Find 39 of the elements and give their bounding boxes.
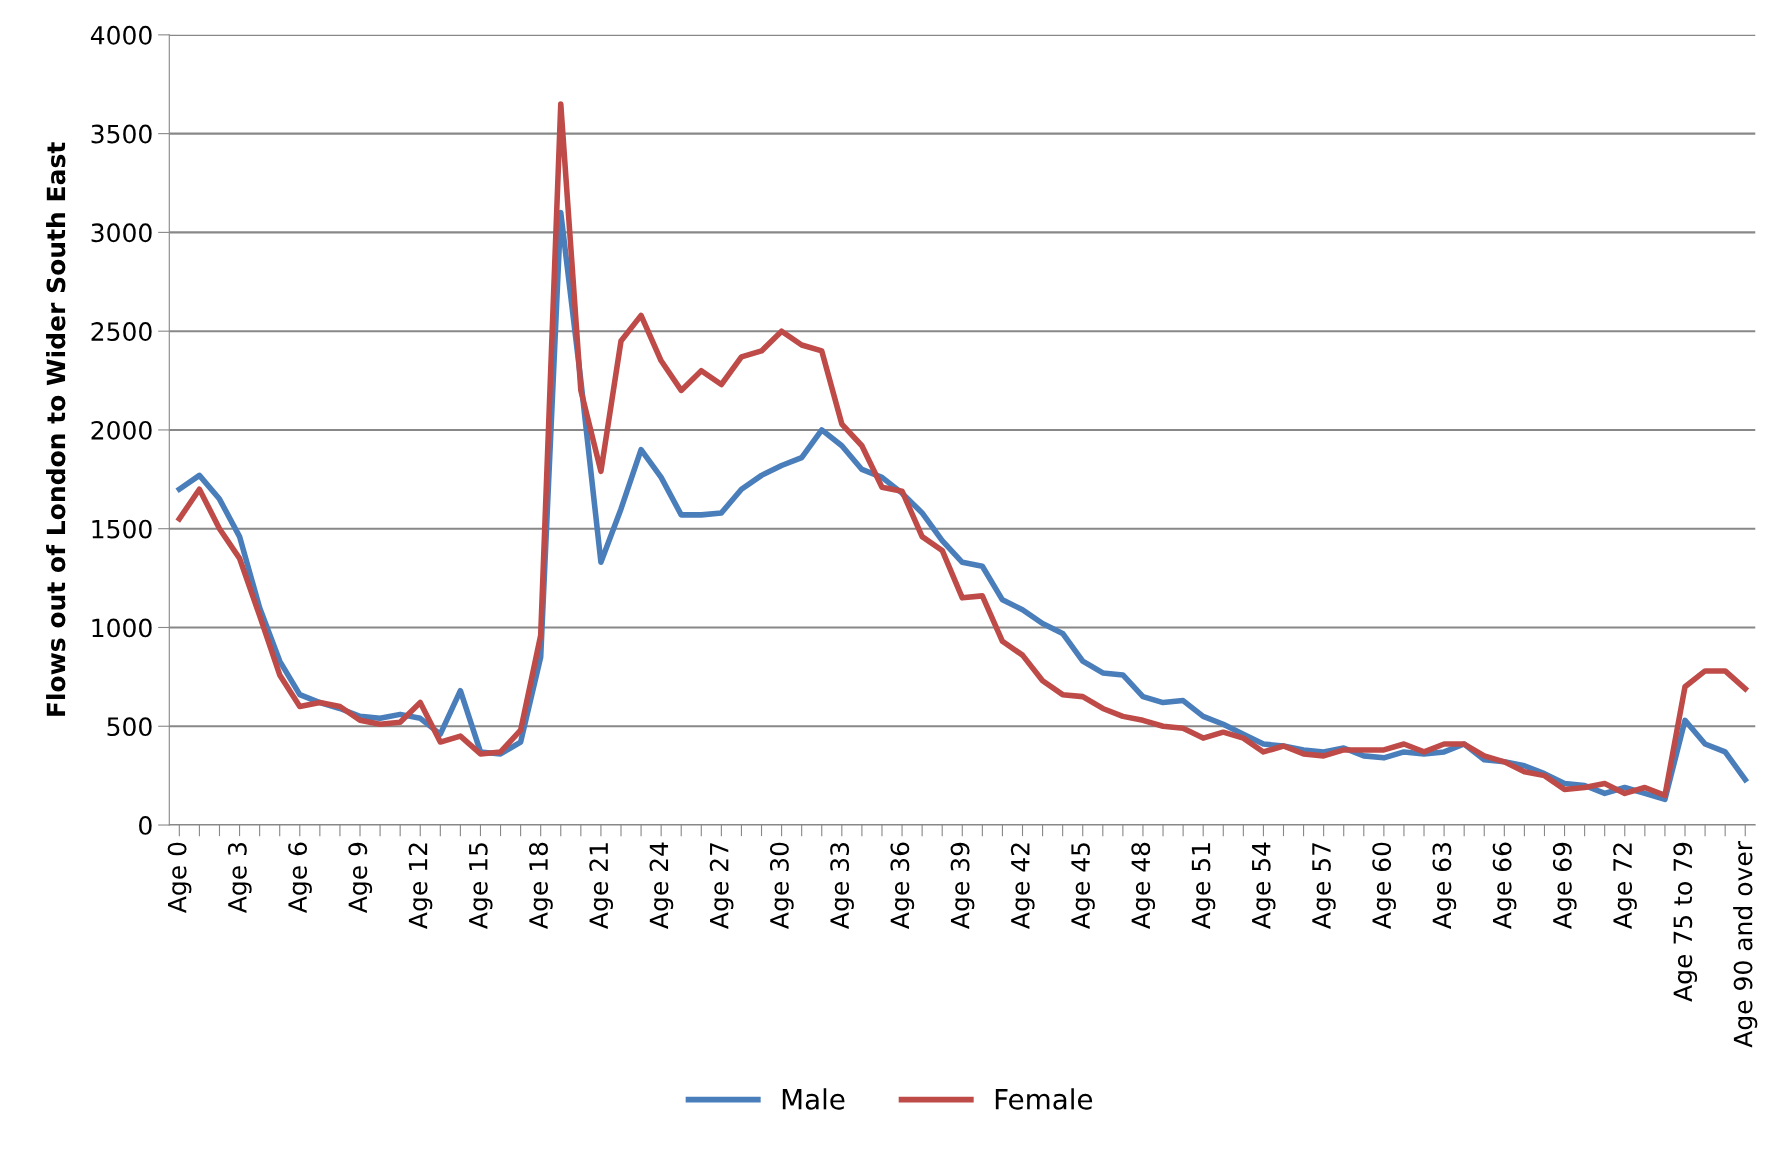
y-tick-label: 500 — [107, 717, 152, 737]
legend-label: Female — [995, 1088, 1093, 1110]
x-tick-label: Age 69 — [1552, 842, 1577, 929]
x-tick-label: Age 72 — [1613, 843, 1637, 929]
y-tick-label: 1000 — [92, 618, 152, 638]
x-tick-label: Age 48 — [1131, 842, 1156, 929]
x-tick-label: Age 33 — [830, 843, 854, 929]
x-tick-label: Age 36 — [890, 842, 915, 929]
x-tick-label: Age 39 — [950, 842, 975, 929]
x-tick-label: Age 6 — [288, 842, 312, 913]
x-tick-label: Age 60 — [1372, 842, 1396, 929]
y-tick-label: 1500 — [92, 519, 152, 539]
x-tick-label: Age 30 — [769, 842, 794, 929]
x-tick-label: Age 63 — [1432, 843, 1457, 929]
x-tick-label: Age 12 — [408, 843, 433, 929]
y-tick-label: 0 — [139, 815, 152, 835]
y-tick-label: 2500 — [91, 322, 152, 342]
x-tick-label: Age 3 — [227, 843, 252, 913]
x-tick-label: Age 24 — [649, 842, 674, 929]
x-tick-label: Age 54 — [1252, 842, 1276, 929]
x-tick-label: Age 57 — [1312, 843, 1336, 929]
x-tick-label: Age 18 — [529, 842, 553, 929]
x-tick-label: Age 90 and over — [1733, 841, 1758, 1048]
y-tick-label: 3000 — [91, 223, 152, 243]
legend-label: Male — [782, 1088, 845, 1110]
y-axis-title: Flows out of London to Wider South East — [46, 142, 66, 716]
x-tick-label: Age 66 — [1492, 842, 1517, 929]
x-tick-label: Age 0 — [167, 842, 192, 913]
y-tick-label: 3500 — [91, 124, 152, 144]
x-tick-label: Age 75 to 79 — [1673, 842, 1698, 1002]
x-tick-label: Age 27 — [709, 843, 734, 929]
y-tick-label: 4000 — [90, 25, 152, 45]
x-tick-label: Age 21 — [589, 843, 614, 929]
x-tick-label: Age 15 — [469, 843, 493, 929]
y-tick-label: 2000 — [91, 420, 152, 440]
x-tick-label: Age 9 — [348, 842, 373, 913]
x-tick-label: Age 51 — [1191, 843, 1216, 929]
x-tick-label: Age 45 — [1071, 843, 1095, 929]
x-tick-label: Age 42 — [1010, 843, 1035, 929]
